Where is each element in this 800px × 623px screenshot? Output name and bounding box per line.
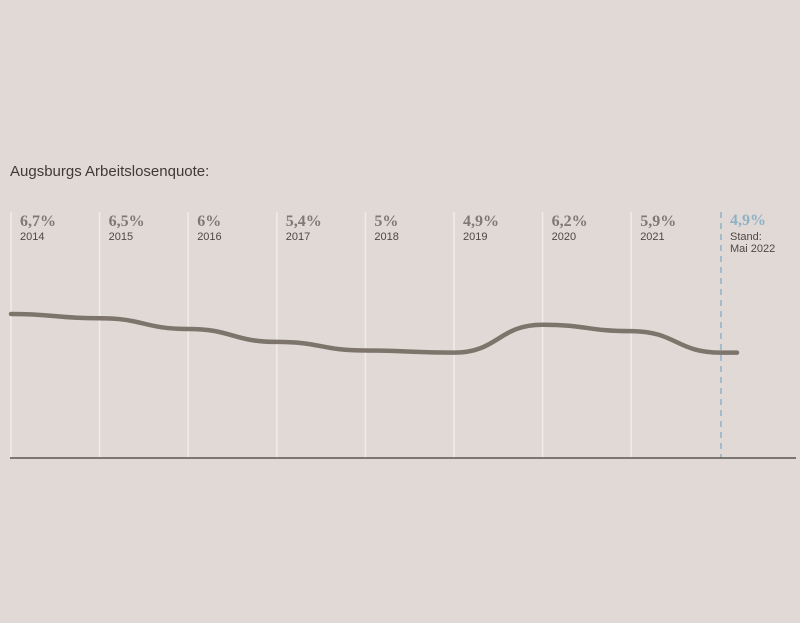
year-label-2015: 2015 bbox=[109, 231, 133, 243]
value-label-2016: 6% bbox=[197, 213, 221, 230]
value-label-2017: 5,4% bbox=[286, 213, 322, 230]
year-label-2016: 2016 bbox=[197, 231, 221, 243]
year-label-2014: 2014 bbox=[20, 231, 44, 243]
year-label-2021: 2021 bbox=[640, 231, 664, 243]
current-note-stand: Stand: bbox=[730, 231, 762, 243]
value-label-2018: 5% bbox=[374, 213, 398, 230]
value-label-2021: 5,9% bbox=[640, 213, 676, 230]
chart-title: Augsburgs Arbeitslosenquote: bbox=[10, 163, 209, 180]
current-value-label: 4,9% bbox=[730, 212, 766, 229]
year-label-2020: 2020 bbox=[552, 231, 576, 243]
year-labels: 6,7%2014 6,5%2015 6%2016 5,4%2017 5%2018 4,9%… bbox=[20, 213, 676, 243]
series-line-unemployment-rate bbox=[8, 311, 740, 355]
current-note-date: Mai 2022 bbox=[730, 243, 775, 255]
gridlines bbox=[10, 212, 632, 458]
value-label-2020: 6,2% bbox=[552, 213, 588, 230]
year-label-2018: 2018 bbox=[374, 231, 398, 243]
value-label-2014: 6,7% bbox=[20, 213, 56, 230]
year-label-2017: 2017 bbox=[286, 231, 310, 243]
year-label-2019: 2019 bbox=[463, 231, 487, 243]
value-label-2015: 6,5% bbox=[109, 213, 145, 230]
value-label-2019: 4,9% bbox=[463, 213, 499, 230]
